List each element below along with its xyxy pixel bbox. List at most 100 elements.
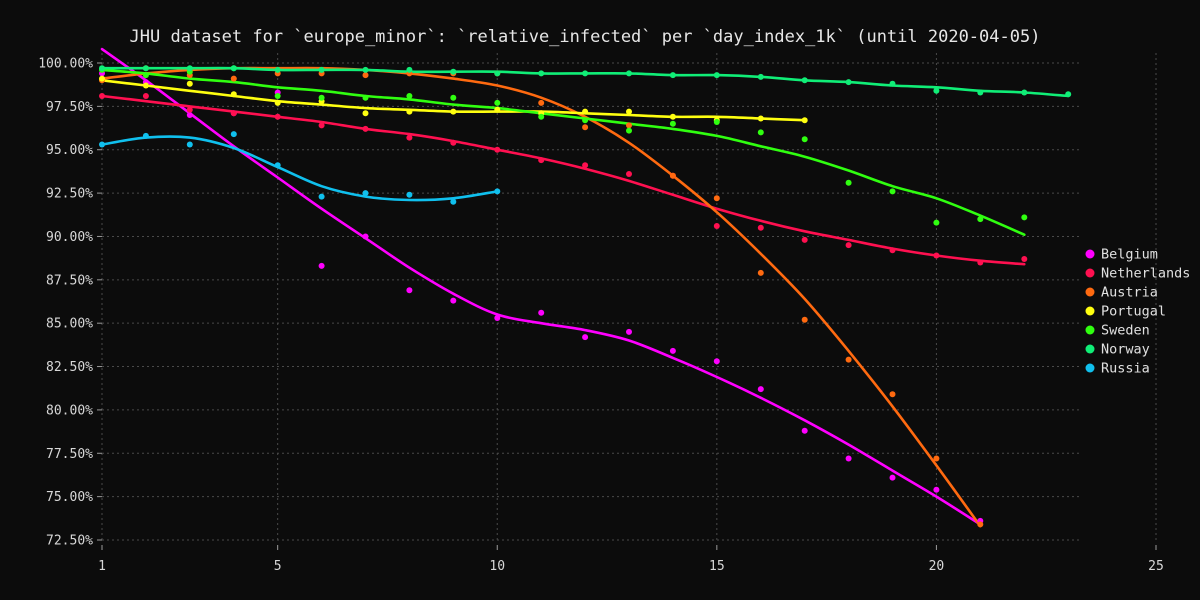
point-portugal: [669, 113, 676, 120]
point-norway: [99, 65, 105, 72]
legend-marker-sweden: [1085, 325, 1095, 335]
point-portugal: [274, 99, 281, 106]
point-netherlands: [142, 93, 149, 99]
point-russia: [406, 191, 413, 198]
trend-line-belgium: [100, 47, 982, 526]
point-portugal: [406, 108, 413, 115]
point-norway: [1021, 89, 1028, 96]
point-norway: [406, 66, 413, 73]
point-austria: [230, 75, 237, 82]
point-russia: [362, 190, 369, 197]
point-sweden: [274, 93, 281, 99]
point-norway: [669, 72, 676, 79]
point-netherlands: [186, 106, 193, 113]
point-belgium: [889, 474, 896, 481]
legend-label-belgium: Belgium: [1101, 247, 1158, 263]
point-austria: [889, 391, 896, 398]
point-netherlands: [889, 247, 896, 254]
point-sweden: [494, 99, 501, 106]
y-tick-label: 87.50%: [46, 273, 93, 288]
point-russia: [186, 141, 193, 148]
point-russia: [142, 132, 149, 139]
x-tick-label: 20: [929, 559, 945, 574]
trend-lines: [100, 47, 1070, 528]
point-portugal: [494, 106, 501, 113]
y-tick-label: 90.00%: [46, 230, 93, 245]
point-portugal: [801, 117, 808, 124]
point-netherlands: [845, 242, 852, 249]
legend-marker-netherlands: [1085, 268, 1095, 278]
point-netherlands: [801, 236, 808, 243]
point-belgium: [713, 358, 720, 365]
x-tick-label: 10: [489, 559, 505, 574]
legend-marker-norway: [1085, 344, 1095, 354]
grid-layer: [101, 53, 1157, 541]
point-sweden: [626, 127, 632, 134]
point-norway: [450, 68, 457, 75]
point-austria: [977, 521, 984, 528]
point-sweden: [582, 117, 589, 124]
point-sweden: [889, 188, 896, 195]
point-netherlands: [538, 157, 545, 164]
point-belgium: [801, 427, 808, 434]
point-austria: [713, 195, 720, 202]
point-sweden: [757, 129, 764, 136]
point-austria: [757, 269, 764, 276]
point-norway: [318, 66, 325, 73]
point-austria: [362, 72, 369, 79]
legend-label-sweden: Sweden: [1101, 323, 1150, 339]
legend-marker-austria: [1085, 287, 1095, 297]
point-netherlands: [99, 93, 105, 99]
point-sweden: [933, 219, 940, 226]
point-norway: [977, 89, 984, 96]
point-portugal: [142, 82, 149, 89]
point-sweden: [713, 119, 720, 125]
point-netherlands: [362, 125, 369, 132]
point-netherlands: [582, 162, 589, 169]
point-norway: [582, 70, 589, 77]
chart-title: JHU dataset for `europe_minor`: `relativ…: [130, 27, 1041, 47]
point-sweden: [538, 113, 545, 120]
point-russia: [494, 188, 501, 195]
point-portugal: [186, 80, 193, 87]
y-tick-label: 95.00%: [46, 143, 93, 158]
point-norway: [274, 66, 281, 73]
point-norway: [845, 79, 852, 86]
legend-label-netherlands: Netherlands: [1101, 266, 1190, 282]
y-tick-label: 82.50%: [46, 360, 93, 375]
point-belgium: [450, 297, 457, 304]
point-norway: [1065, 91, 1072, 98]
y-tick-label: 77.50%: [46, 447, 93, 462]
point-belgium: [186, 112, 193, 118]
point-norway: [538, 70, 545, 77]
point-portugal: [99, 75, 105, 82]
legend-label-russia: Russia: [1101, 361, 1150, 377]
point-sweden: [318, 94, 325, 101]
point-belgium: [538, 309, 545, 316]
y-tick-label: 80.00%: [46, 403, 93, 418]
point-russia: [450, 198, 457, 205]
point-netherlands: [406, 134, 413, 141]
axis-layer: 72.50% 75.00% 77.50% 80.00% 82.50% 85.00% 87.5…: [38, 57, 1164, 575]
trend-line-sweden: [100, 68, 1026, 236]
legend-label-norway: Norway: [1101, 342, 1150, 358]
point-norway: [889, 80, 896, 87]
x-tick-label: 25: [1148, 559, 1164, 574]
point-belgium: [318, 262, 325, 269]
point-sweden: [845, 179, 852, 186]
point-netherlands: [933, 252, 940, 259]
point-netherlands: [757, 224, 764, 231]
legend-label-portugal: Portugal: [1101, 304, 1166, 320]
data-points: [99, 65, 1072, 528]
y-tick-label: 92.50%: [46, 187, 93, 202]
point-austria: [669, 172, 676, 179]
trend-line-russia: [100, 135, 499, 202]
point-belgium: [757, 386, 764, 393]
point-norway: [757, 73, 764, 80]
point-austria: [582, 124, 589, 131]
point-netherlands: [274, 113, 281, 120]
point-sweden: [977, 216, 984, 223]
point-portugal: [450, 108, 457, 115]
point-russia: [99, 141, 105, 148]
